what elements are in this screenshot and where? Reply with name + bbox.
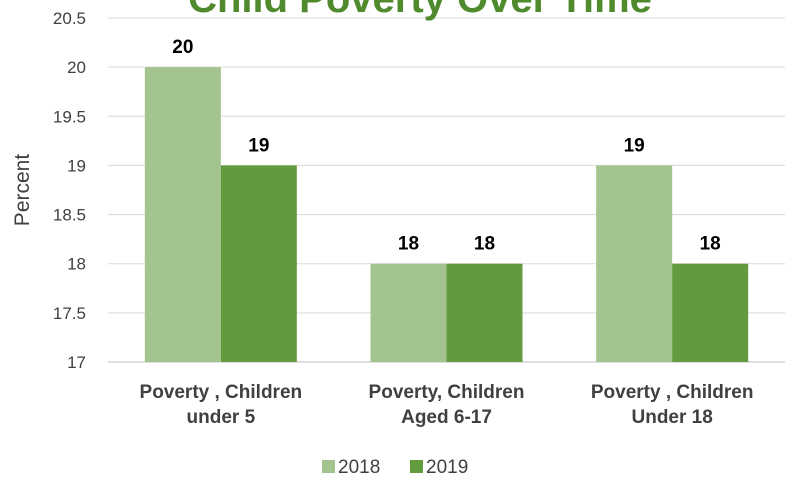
y-tick-label: 19 — [67, 156, 86, 175]
y-tick-label: 18 — [67, 255, 86, 274]
category-labels: Poverty , Children under 5 Poverty, Childr… — [140, 382, 754, 428]
category-label: Under 18 — [632, 407, 713, 428]
legend-label-2018: 2018 — [338, 457, 380, 478]
legend-label-2019: 2019 — [426, 457, 468, 478]
data-label: 18 — [398, 234, 419, 255]
data-label: 20 — [172, 37, 193, 58]
bar-2019-2 — [446, 263, 523, 362]
category-label: under 5 — [187, 407, 256, 428]
bar-2018-2 — [370, 263, 447, 362]
category-label: Poverty , Children — [591, 382, 754, 403]
chart-title: Child Poverty Over Time — [188, 0, 652, 21]
bar-2018-1 — [144, 67, 221, 363]
legend-swatch-2019 — [410, 460, 423, 473]
category-label: Poverty, Children — [369, 382, 525, 403]
y-tick-label: 18.5 — [53, 206, 86, 225]
data-label: 18 — [700, 234, 721, 255]
y-axis-ticks: 17 17.5 18 18.5 19 19.5 20 20.5 — [53, 9, 86, 372]
bars — [144, 67, 749, 363]
y-axis-label: Percent — [11, 154, 34, 227]
data-label: 19 — [624, 135, 645, 156]
data-label: 19 — [248, 135, 269, 156]
y-tick-label: 20.5 — [53, 9, 86, 28]
category-label: Poverty , Children — [140, 382, 303, 403]
y-tick-label: 19.5 — [53, 107, 86, 126]
y-tick-label: 20 — [67, 58, 86, 77]
bar-2019-3 — [672, 263, 749, 362]
data-label: 18 — [474, 234, 495, 255]
bar-2018-3 — [596, 165, 673, 362]
legend-swatch-2018 — [322, 460, 335, 473]
data-labels: 20 19 18 18 19 18 — [172, 37, 720, 255]
bar-2019-1 — [220, 165, 297, 362]
category-label: Aged 6-17 — [401, 407, 492, 428]
y-tick-label: 17 — [67, 353, 86, 372]
y-tick-label: 17.5 — [53, 304, 86, 323]
legend: 2018 2019 — [322, 457, 468, 478]
